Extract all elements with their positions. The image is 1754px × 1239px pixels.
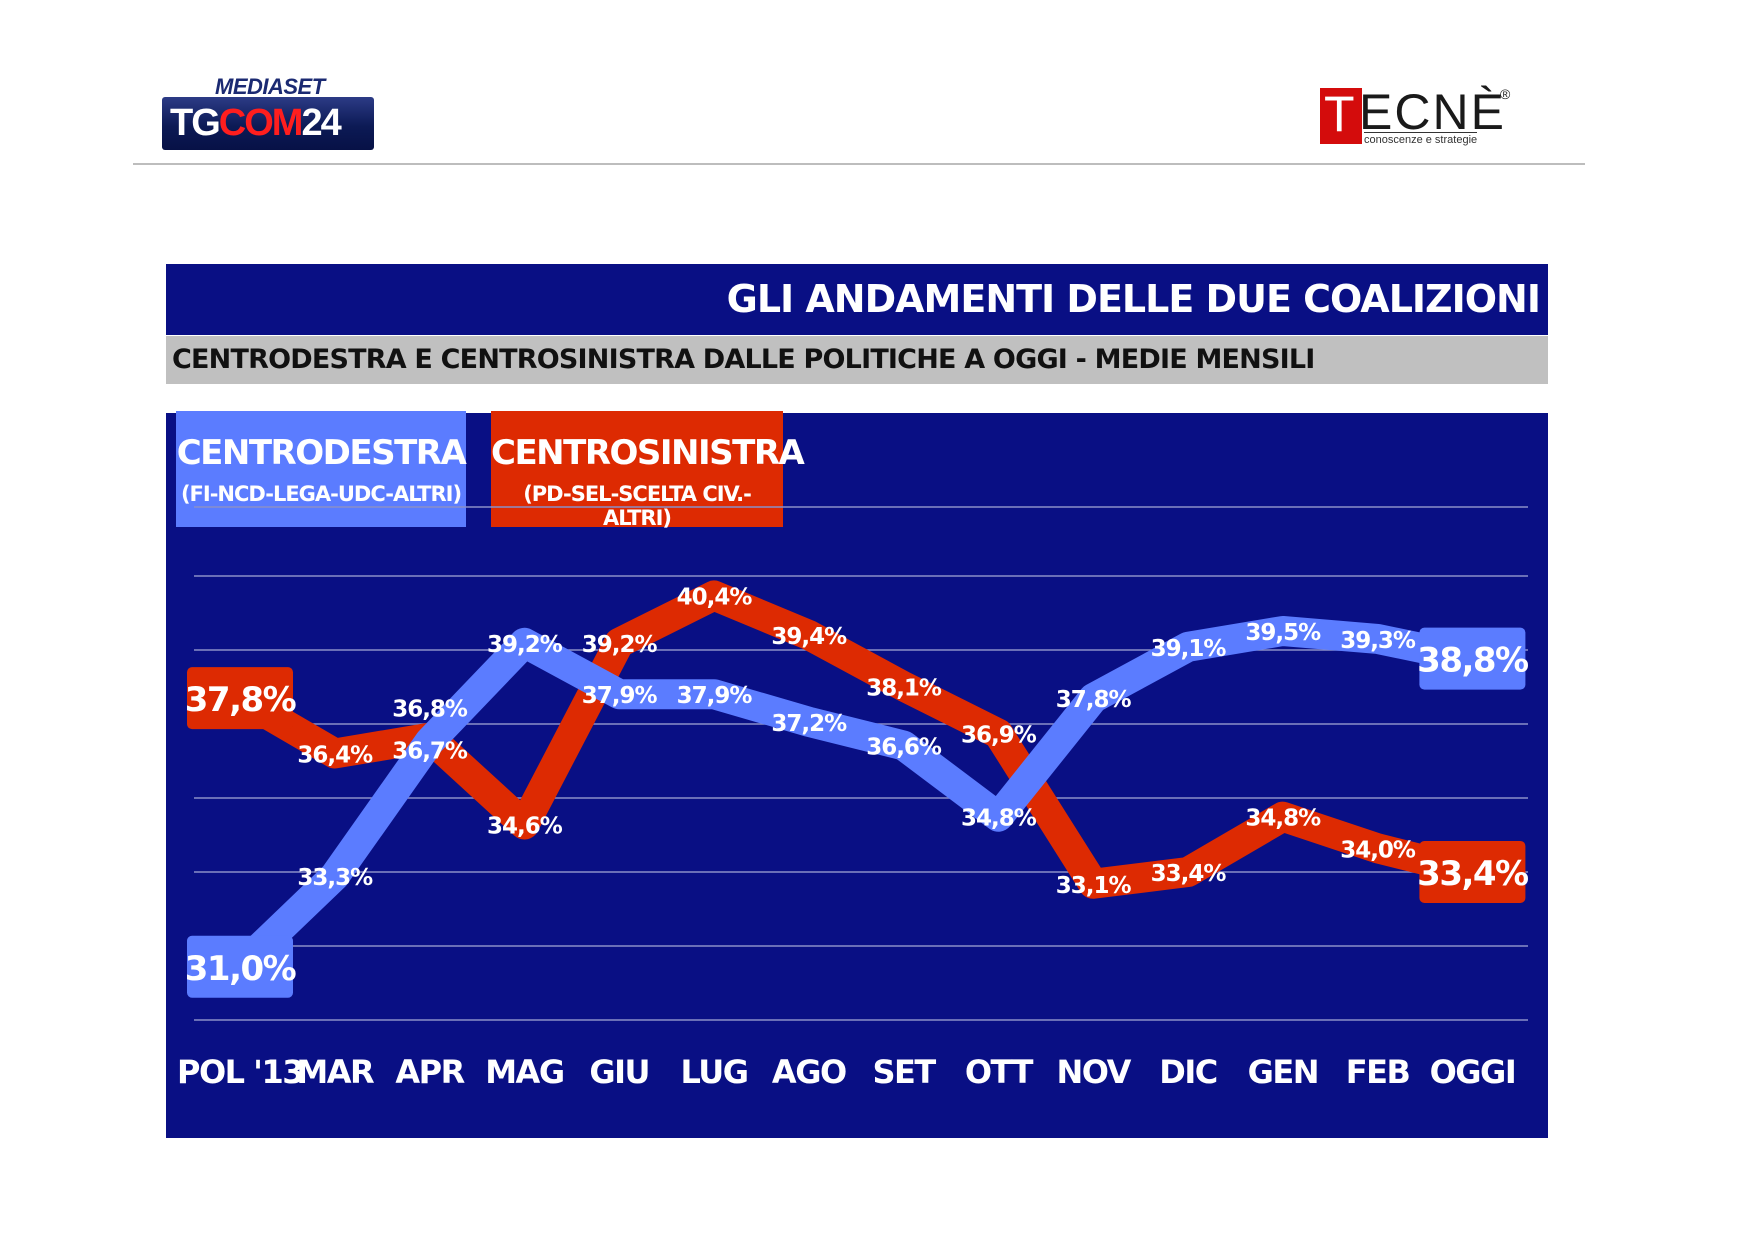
value-label-centrodestra-3: 39,2% — [487, 632, 563, 658]
value-label-centrodestra-0: 31,0% — [185, 949, 296, 989]
tecne-tagline: conoscenze e strategie — [1364, 132, 1478, 146]
value-label-centrodestra-1: 33,3% — [297, 865, 373, 891]
value-label-centrosinistra-13: 33,4% — [1417, 854, 1528, 894]
tgcom-logo-tg: TG — [170, 102, 221, 144]
value-label-centrosinistra-1: 36,4% — [297, 742, 373, 768]
value-label-centrodestra-7: 36,6% — [866, 735, 942, 761]
header-divider — [133, 163, 1585, 165]
value-label-centrodestra-9: 37,8% — [1056, 687, 1132, 713]
category-label-3: MAG — [485, 1053, 563, 1091]
tecne-logo-initial: T — [1320, 88, 1362, 144]
legend-centrodestra-name: CENTRODESTRA — [176, 433, 467, 473]
legend-centrosinistra-sub: (PD-SEL-SCELTA CIV.-ALTRI) — [523, 482, 752, 530]
value-label-centrosinistra-12: 34,0% — [1340, 837, 1416, 863]
category-label-9: NOV — [1057, 1053, 1132, 1091]
tgcom24-logo-text: TGCOM24 — [170, 102, 342, 144]
category-label-11: GEN — [1248, 1053, 1318, 1091]
value-label-centrodestra-5: 37,9% — [677, 683, 753, 709]
tgcom-logo-com: COM — [218, 102, 304, 144]
category-label-12: FEB — [1346, 1053, 1410, 1091]
value-badge-centrosinistra-13 — [1419, 840, 1526, 903]
value-label-centrosinistra-5: 40,4% — [677, 584, 753, 610]
value-badge-centrosinistra-0 — [187, 667, 293, 730]
value-label-centrodestra-4: 37,9% — [582, 683, 658, 709]
value-label-centrosinistra-4: 39,2% — [582, 632, 658, 658]
category-label-5: LUG — [681, 1053, 748, 1091]
category-label-1: MAR — [296, 1053, 374, 1091]
category-label-10: DIC — [1159, 1053, 1216, 1091]
value-label-centrosinistra-10: 33,4% — [1151, 861, 1227, 887]
category-label-7: SET — [872, 1053, 936, 1091]
category-label-4: GIU — [589, 1053, 649, 1091]
value-label-centrosinistra-8: 36,9% — [961, 723, 1037, 749]
value-label-centrosinistra-7: 38,1% — [866, 675, 942, 701]
value-label-centrodestra-6: 37,2% — [771, 711, 847, 737]
series-line-centrosinistra — [225, 580, 1488, 899]
category-label-6: AGO — [772, 1053, 846, 1091]
category-label-13: OGGI — [1430, 1053, 1516, 1091]
value-badge-centrodestra-13 — [1419, 627, 1526, 690]
series-line-centrodestra — [225, 616, 1488, 982]
legend-centrosinistra-name: CENTROSINISTRA — [491, 433, 805, 473]
value-label-centrodestra-11: 39,5% — [1245, 620, 1321, 646]
series-lines — [225, 580, 1488, 982]
value-label-centrodestra-10: 39,1% — [1151, 636, 1227, 662]
value-label-centrodestra-2: 36,7% — [392, 739, 468, 765]
value-label-centrosinistra-3: 34,6% — [487, 814, 563, 840]
chart-title: GLI ANDAMENTI DELLE DUE COALIZIONI — [166, 264, 1548, 335]
mediaset-logo: MEDIASET — [215, 74, 325, 99]
legend-centrodestra-sub: (FI-NCD-LEGA-UDC-ALTRI) — [180, 482, 462, 506]
chart-subtitle: CENTRODESTRA E CENTROSINISTRA DALLE POLI… — [166, 336, 1548, 384]
tgcom24-logo: TGCOM24 — [162, 97, 374, 150]
category-label-0: POL '13 — [177, 1053, 303, 1091]
value-badge-centrodestra-0 — [187, 935, 293, 998]
registered-mark: ® — [1500, 86, 1511, 102]
category-label-8: OTT — [965, 1053, 1034, 1091]
value-label-centrosinistra-6: 39,4% — [771, 624, 847, 650]
tgcom-logo-24: 24 — [301, 102, 341, 144]
value-label-centrosinistra-11: 34,8% — [1245, 806, 1321, 832]
value-label-centrosinistra-2: 36,8% — [392, 697, 468, 723]
category-label-2: APR — [395, 1053, 464, 1091]
value-label-centrodestra-8: 34,8% — [961, 806, 1037, 832]
value-labels: 31,0% 33,3% 36,7% 39,2% 37,9% 37,9% 37,2% 36,6%… — [185, 584, 1530, 998]
value-label-centrodestra-12: 39,3% — [1340, 628, 1416, 654]
value-label-centrosinistra-0: 37,8% — [185, 680, 296, 720]
value-label-centrosinistra-9: 33,1% — [1056, 873, 1132, 899]
tecne-logo-word: ECNÈ — [1359, 84, 1506, 140]
value-label-centrodestra-13: 38,8% — [1417, 641, 1528, 681]
tecne-logo: T ECNÈ ® conoscenze e strategie — [1320, 86, 1520, 146]
